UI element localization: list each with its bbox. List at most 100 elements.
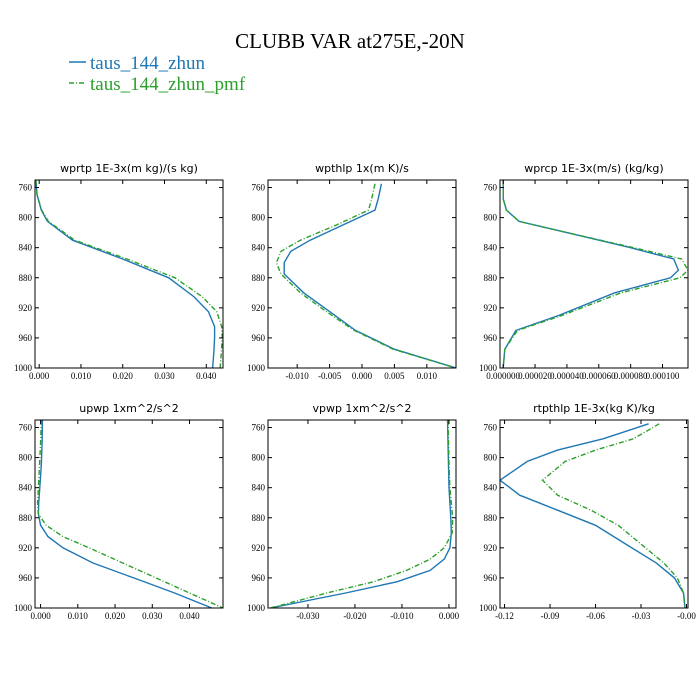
y-tick-label: 760 <box>19 423 33 433</box>
x-tick-label: -0.010 <box>390 611 414 621</box>
y-tick-label: 800 <box>19 213 33 223</box>
y-tick-label: 1000 <box>14 363 33 373</box>
x-tick-label: 0.000 <box>30 611 51 621</box>
y-tick-label: 840 <box>19 243 33 253</box>
y-tick-label: 760 <box>19 183 33 193</box>
y-tick-label: 760 <box>484 423 498 433</box>
series-line-1 <box>502 180 680 368</box>
y-tick-label: 880 <box>19 273 33 283</box>
series-line-1 <box>500 423 686 608</box>
x-tick-label: 0.000060 <box>582 371 616 381</box>
series-line-2 <box>502 180 688 368</box>
y-tick-label: 1000 <box>479 363 498 373</box>
y-tick-label: 840 <box>19 483 33 493</box>
series-line-1 <box>35 180 216 368</box>
x-tick-label: 0.020 <box>105 611 126 621</box>
chart-title: CLUBB VAR at275E,-20N <box>235 29 465 53</box>
x-tick-label: -0.005 <box>318 371 342 381</box>
panel-5: vpwp 1xm^2/s^2 760 800 840 880 920 960 1000 -0.0… <box>247 402 460 621</box>
x-tick-label: -0.010 <box>286 371 310 381</box>
series-line-2 <box>35 180 223 368</box>
x-tick-label: -0.09 <box>541 611 560 621</box>
x-tick-label: 0.000020 <box>518 371 552 381</box>
panel-title: rtpthlp 1E-3x(kg K)/kg <box>533 402 655 415</box>
plot-frame <box>499 179 689 369</box>
series-line-1 <box>283 183 456 368</box>
y-tick-label: 840 <box>484 483 498 493</box>
series-line-2 <box>270 420 454 608</box>
x-tick-label: 0.040 <box>196 371 217 381</box>
y-tick-label: 1000 <box>247 363 266 373</box>
x-tick-label: 0.000000 <box>486 371 520 381</box>
panel-4: upwp 1xm^2/s^2 760 800 840 880 920 960 10000.00… <box>14 402 224 621</box>
y-tick-label: 800 <box>19 453 33 463</box>
series-line-2 <box>275 183 456 368</box>
legend: taus_144_zhun taus_144_zhun_pmf <box>69 53 246 95</box>
panel-title: wprcp 1E-3x(m/s) (kg/kg) <box>524 162 663 175</box>
series-line-1 <box>270 420 453 608</box>
panels: wprtp 1E-3x(m kg)/(s kg) 760 800 840 880 920 9… <box>14 162 696 621</box>
panel-title: upwp 1xm^2/s^2 <box>79 402 179 415</box>
y-tick-label: 800 <box>252 453 266 463</box>
y-tick-label: 880 <box>19 513 33 523</box>
y-tick-label: 960 <box>19 333 33 343</box>
y-tick-label: 880 <box>484 513 498 523</box>
y-tick-label: 840 <box>252 243 266 253</box>
x-tick-label: -0.00 <box>677 611 696 621</box>
y-tick-label: 1000 <box>14 603 33 613</box>
y-tick-label: 960 <box>252 333 266 343</box>
panel-3: wprcp 1E-3x(m/s) (kg/kg) 760 800 840 880 920 9… <box>479 162 689 381</box>
x-tick-label: 0.000 <box>439 611 460 621</box>
y-tick-label: 760 <box>484 183 498 193</box>
y-tick-label: 960 <box>252 573 266 583</box>
y-tick-label: 920 <box>484 543 498 553</box>
x-tick-label: 0.000040 <box>550 371 584 381</box>
x-tick-label: 0.030 <box>154 371 175 381</box>
x-tick-label: 0.000 <box>29 371 50 381</box>
legend-label-1: taus_144_zhun <box>90 53 206 74</box>
plot-frame <box>499 419 689 609</box>
plot-frame <box>34 179 224 369</box>
x-tick-label: 0.000100 <box>646 371 680 381</box>
x-tick-label: 0.020 <box>113 371 134 381</box>
y-tick-label: 880 <box>252 513 266 523</box>
y-tick-label: 960 <box>19 573 33 583</box>
legend-label-2: taus_144_zhun_pmf <box>90 74 246 95</box>
y-tick-label: 1000 <box>479 603 498 613</box>
panel-title: wprtp 1E-3x(m kg)/(s kg) <box>60 162 198 175</box>
x-tick-label: -0.03 <box>632 611 651 621</box>
y-tick-label: 760 <box>252 423 266 433</box>
plot-frame <box>267 419 457 609</box>
x-tick-label: 0.010 <box>68 611 89 621</box>
y-tick-label: 960 <box>484 333 498 343</box>
x-tick-label: -0.030 <box>296 611 320 621</box>
x-tick-label: -0.06 <box>586 611 605 621</box>
panel-title: vpwp 1xm^2/s^2 <box>312 402 411 415</box>
y-tick-label: 920 <box>484 303 498 313</box>
series-line-2 <box>36 420 223 608</box>
panel-1: wprtp 1E-3x(m kg)/(s kg) 760 800 840 880 920 9… <box>14 162 224 381</box>
y-tick-label: 760 <box>252 183 266 193</box>
y-tick-label: 920 <box>19 543 33 553</box>
series-line-1 <box>37 420 213 608</box>
y-tick-label: 920 <box>252 303 266 313</box>
y-tick-label: 800 <box>484 213 498 223</box>
x-tick-label: 0.010 <box>417 371 438 381</box>
x-tick-label: -0.020 <box>343 611 367 621</box>
panel-6: rtpthlp 1E-3x(kg K)/kg 760 800 840 880 920 960… <box>479 402 696 621</box>
x-tick-label: 0.030 <box>142 611 163 621</box>
panel-title: wpthlp 1x(m K)/s <box>315 162 409 175</box>
y-tick-label: 800 <box>484 453 498 463</box>
x-tick-label: 0.010 <box>71 371 92 381</box>
plot-frame <box>267 179 457 369</box>
x-tick-label: 0.040 <box>179 611 200 621</box>
plot-frame <box>34 419 224 609</box>
series-line-2 <box>541 423 686 608</box>
panel-2: wpthlp 1x(m K)/s 760 800 840 880 920 960 1000 -0… <box>247 162 457 381</box>
y-tick-label: 840 <box>484 243 498 253</box>
y-tick-label: 920 <box>252 543 266 553</box>
y-tick-label: 880 <box>484 273 498 283</box>
x-tick-label: -0.12 <box>495 611 514 621</box>
y-tick-label: 920 <box>19 303 33 313</box>
